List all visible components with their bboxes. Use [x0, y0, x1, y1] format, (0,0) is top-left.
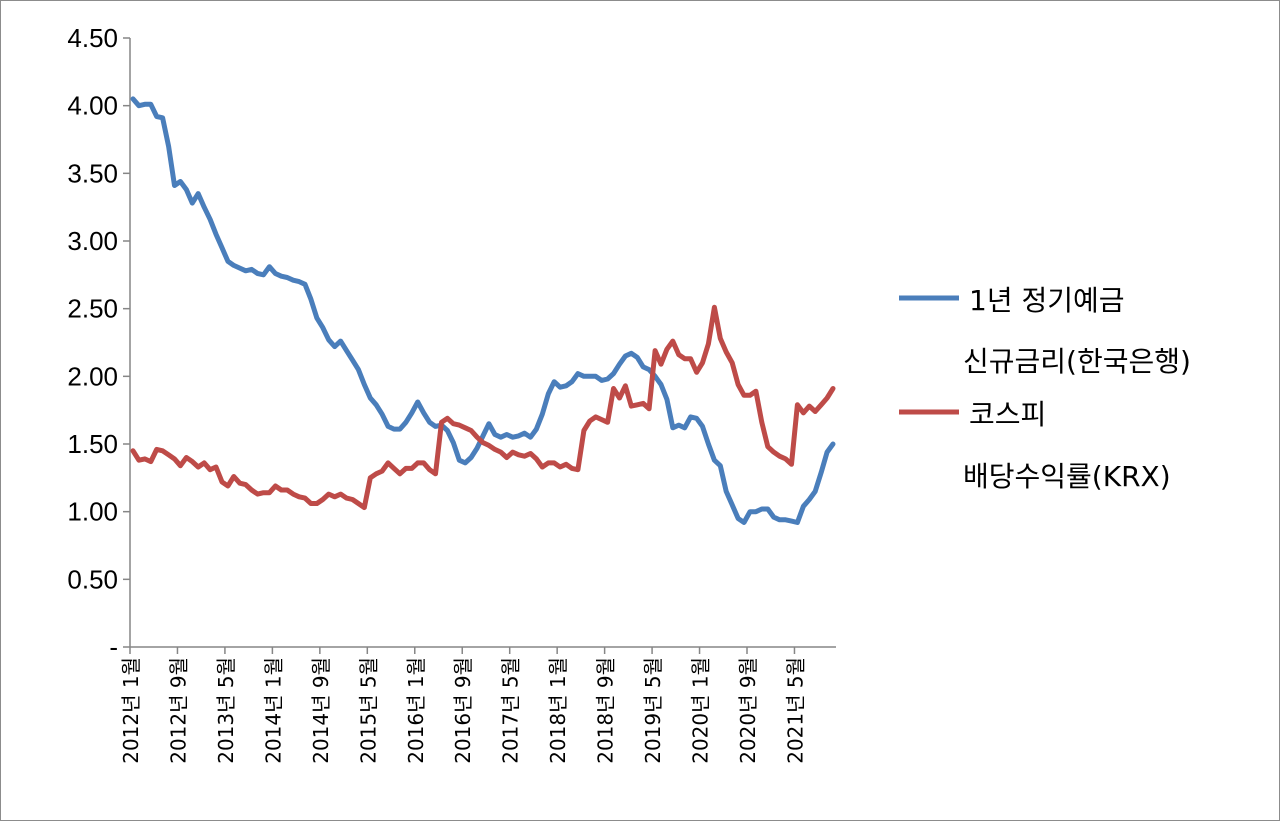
series-line-2	[130, 304, 836, 511]
x-tick-label: 2019년 5월	[641, 657, 665, 764]
x-tick-label: 2016년 9월	[451, 657, 475, 764]
x-tick-label: 2018년 9월	[594, 657, 618, 764]
legend-label-1: 1년 정기예금	[969, 284, 1125, 317]
x-tick-label: 2016년 1월	[404, 657, 428, 764]
x-tick-label: 2014년 1월	[261, 657, 285, 764]
x-tick-label: 2013년 5월	[214, 657, 238, 764]
y-tick-label: 3.00	[67, 226, 118, 256]
x-tick-label: 2015년 5월	[356, 657, 380, 764]
y-tick-label: 1.00	[67, 497, 118, 527]
x-tick-label: 2014년 9월	[309, 657, 333, 764]
y-tick-label: 3.50	[67, 158, 118, 188]
x-tick-label: 2012년 1월	[119, 657, 143, 764]
y-tick-label: 4.50	[67, 23, 118, 53]
legend-label-2: 코스피	[969, 398, 1046, 431]
y-tick-label: 1.50	[67, 429, 118, 459]
series-line-1	[130, 96, 836, 525]
x-tick-label: 2017년 5월	[499, 657, 523, 764]
x-tick-label: 2021년 5월	[783, 657, 807, 764]
x-tick-label: 2012년 9월	[166, 657, 190, 764]
series-lines	[130, 96, 836, 525]
x-tick-label: 2018년 1월	[546, 657, 570, 764]
x-tick-label: 2020년 1월	[689, 657, 713, 764]
x-axis-ticks: 2012년 1월 2012년 9월 2013년 5월 2014년 1월 2014년 9월…	[119, 647, 807, 764]
legend-label-2: 배당수익률(KRX)	[963, 460, 1171, 493]
axes	[129, 38, 836, 648]
y-tick-label: 2.50	[67, 294, 118, 324]
y-axis-ticks: - 0.50 1.00 1.50 2.00 2.50 3.00 3.50 4.00 4.50	[67, 23, 130, 662]
y-tick-label: 0.50	[67, 564, 118, 594]
legend-label-1: 신규금리(한국은행)	[963, 345, 1191, 378]
y-tick-label: -	[109, 632, 118, 662]
x-tick-label: 2020년 9월	[736, 657, 760, 764]
y-tick-label: 4.00	[67, 91, 118, 121]
y-tick-label: 2.00	[67, 361, 118, 391]
